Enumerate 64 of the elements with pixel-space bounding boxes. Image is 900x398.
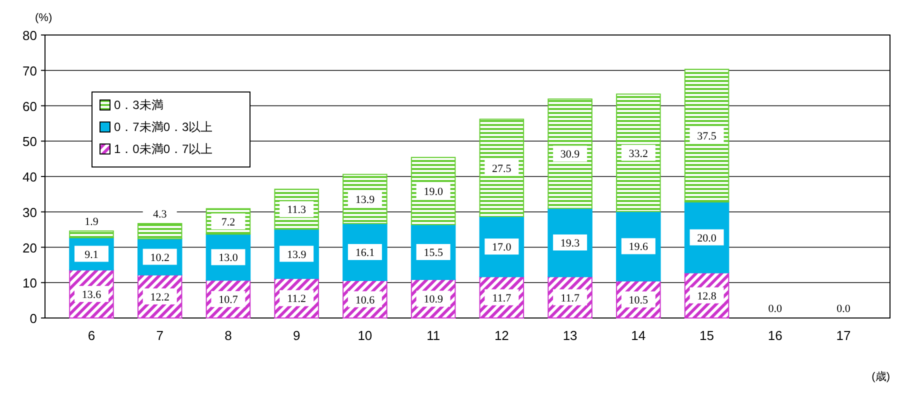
bar (616, 94, 661, 212)
bar (548, 98, 592, 209)
data-label: 10.7 (218, 294, 238, 306)
data-label: 10.5 (628, 294, 649, 306)
x-tick-label: 13 (562, 328, 578, 343)
data-label: 11.7 (492, 292, 512, 304)
y-tick-label: 0 (30, 311, 37, 326)
data-label: 30.9 (560, 148, 580, 161)
x-tick-label: 10 (358, 328, 372, 343)
data-label: 4.3 (152, 208, 168, 221)
bar (684, 68, 730, 202)
data-label: 13.6 (82, 288, 102, 301)
x-tick-label: 8 (224, 328, 232, 343)
data-label: 10.2 (150, 252, 170, 264)
data-label: 16.1 (355, 247, 375, 260)
bar (137, 223, 182, 240)
data-label: 11.2 (287, 293, 306, 306)
x-tick-label: 16 (768, 328, 782, 343)
y-tick-label: 80 (22, 28, 37, 43)
legend-label: 0．7未満0．3以上 (114, 120, 213, 134)
data-label: 10.6 (355, 294, 376, 306)
y-tick-label: 30 (22, 204, 37, 220)
legend-label: 1．0未満0．7以上 (114, 142, 213, 156)
y-axis-title: (%) (35, 12, 52, 24)
bar (479, 118, 524, 217)
data-label: 10.9 (424, 294, 444, 306)
data-label: 19.6 (628, 241, 649, 254)
data-label: 7.2 (221, 216, 236, 228)
data-label: 15.5 (424, 247, 444, 260)
data-label: 19.0 (424, 186, 444, 198)
data-label: 11.3 (287, 204, 307, 216)
data-label: 13.9 (286, 248, 307, 261)
data-label: 27.5 (492, 162, 512, 175)
data-label: 20.0 (697, 232, 717, 244)
x-tick-label: 6 (88, 328, 96, 343)
data-label: 17.0 (492, 242, 512, 254)
x-tick-label: 17 (836, 328, 851, 343)
data-label: 11.7 (560, 292, 580, 304)
x-tick-label: 9 (292, 328, 300, 343)
y-tick-label: 60 (22, 98, 37, 114)
x-tick-label: 15 (700, 328, 714, 343)
legend-label: 0．3未満 (114, 98, 164, 112)
data-label: 13.9 (355, 194, 376, 206)
y-tick-label: 40 (22, 170, 37, 184)
data-label: 33.2 (628, 148, 648, 160)
x-tick-label: 14 (631, 328, 646, 343)
y-tick-label: 20 (22, 240, 37, 256)
data-label: 12.2 (150, 291, 170, 304)
x-axis-title: (歳) (872, 370, 890, 383)
data-label: 19.3 (560, 237, 580, 250)
y-tick-label: 70 (22, 63, 37, 78)
y-tick-label: 50 (22, 134, 37, 150)
data-label: 13.0 (218, 252, 238, 264)
data-label: 9.1 (84, 248, 98, 261)
data-label: 12.8 (697, 290, 717, 302)
data-label: 1.9 (84, 216, 99, 228)
x-tick-label: 11 (426, 328, 440, 343)
x-tick-label: 12 (494, 328, 509, 343)
total-label: 0.0 (768, 303, 783, 315)
data-label: 37.5 (697, 130, 717, 143)
total-label: 0.0 (836, 303, 851, 315)
x-tick-label: 7 (156, 328, 164, 343)
y-tick-label: 10 (22, 276, 37, 291)
bar (69, 230, 114, 238)
